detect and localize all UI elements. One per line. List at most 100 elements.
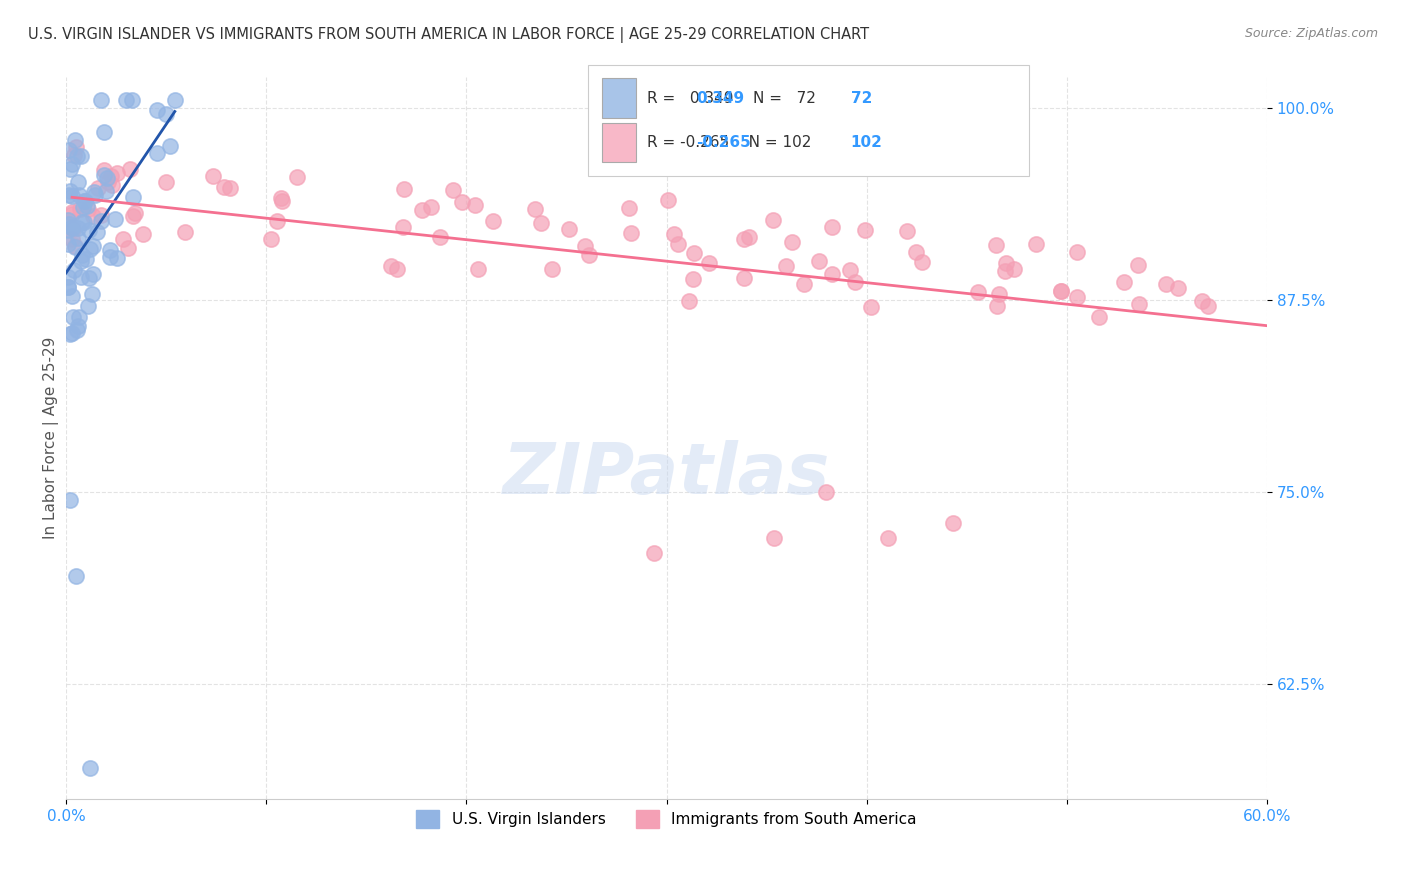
Point	[541, 261, 564, 276]
Point	[60, 326, 83, 340]
Point	[994, 256, 1017, 270]
Point	[411, 203, 433, 218]
Point	[67, 175, 90, 189]
Point	[66, 323, 89, 337]
Point	[121, 209, 143, 223]
Point	[905, 244, 928, 259]
Point	[266, 214, 288, 228]
Point	[1197, 299, 1219, 313]
Point	[678, 294, 700, 309]
Point	[877, 531, 900, 545]
Point	[218, 180, 240, 194]
Point	[666, 237, 689, 252]
Point	[733, 271, 755, 285]
Point	[79, 242, 101, 256]
Point	[60, 205, 83, 219]
Point	[59, 161, 82, 176]
Point	[387, 261, 409, 276]
Text: R =   0.349    N =   72: R = 0.349 N = 72	[647, 91, 815, 105]
Point	[65, 569, 87, 583]
Point	[557, 222, 579, 236]
Point	[163, 94, 186, 108]
Point	[117, 241, 139, 255]
Point	[911, 254, 934, 268]
Point	[1002, 261, 1025, 276]
Point	[988, 286, 1011, 301]
Point	[124, 206, 146, 220]
Point	[60, 157, 83, 171]
Point	[101, 178, 124, 192]
Point	[212, 180, 235, 194]
Point	[118, 162, 141, 177]
Point	[67, 310, 90, 324]
Point	[59, 492, 82, 507]
Point	[72, 200, 94, 214]
Point	[63, 240, 86, 254]
Point	[451, 194, 474, 209]
Point	[79, 761, 101, 775]
Point	[70, 270, 93, 285]
Point	[1167, 281, 1189, 295]
Point	[82, 239, 104, 253]
Point	[1128, 297, 1150, 311]
Point	[1191, 293, 1213, 308]
Point	[986, 299, 1008, 313]
Text: R = -0.265    N = 102: R = -0.265 N = 102	[647, 136, 811, 150]
Point	[60, 189, 83, 203]
Point	[174, 225, 197, 239]
Point	[58, 188, 80, 202]
Point	[896, 224, 918, 238]
Point	[59, 184, 82, 198]
Point	[1128, 259, 1150, 273]
Point	[815, 484, 838, 499]
Point	[56, 237, 79, 252]
Point	[1066, 245, 1088, 260]
Point	[66, 220, 89, 235]
Point	[105, 251, 128, 265]
Point	[69, 202, 91, 216]
Point	[793, 277, 815, 291]
Point	[66, 231, 89, 245]
Point	[60, 219, 83, 234]
Point	[82, 287, 104, 301]
Point	[1050, 284, 1073, 298]
Point	[441, 183, 464, 197]
Point	[98, 244, 121, 258]
Point	[60, 232, 83, 246]
Point	[82, 267, 104, 281]
Point	[619, 226, 641, 240]
Point	[70, 254, 93, 268]
Text: 72: 72	[851, 91, 872, 105]
Point	[155, 175, 177, 189]
Point	[112, 232, 135, 246]
Point	[682, 272, 704, 286]
Point	[782, 235, 804, 249]
Point	[132, 227, 155, 242]
Point	[63, 239, 86, 253]
Point	[73, 194, 96, 208]
Point	[574, 239, 596, 253]
Point	[58, 217, 80, 231]
Point	[63, 148, 86, 162]
Point	[62, 263, 84, 277]
Point	[820, 219, 842, 234]
Text: U.S. VIRGIN ISLANDER VS IMMIGRANTS FROM SOUTH AMERICA IN LABOR FORCE | AGE 25-29: U.S. VIRGIN ISLANDER VS IMMIGRANTS FROM …	[28, 27, 869, 43]
Point	[115, 94, 138, 108]
Point	[62, 222, 84, 236]
Point	[82, 209, 104, 223]
Point	[77, 202, 100, 216]
Point	[93, 168, 115, 182]
Point	[838, 263, 860, 277]
Point	[84, 187, 107, 202]
Point	[270, 191, 292, 205]
Point	[60, 289, 83, 303]
Point	[1066, 289, 1088, 303]
Point	[762, 531, 785, 545]
Point	[807, 253, 830, 268]
Point	[260, 232, 283, 246]
Point	[121, 190, 143, 204]
Point	[1050, 285, 1073, 299]
Text: -0.265: -0.265	[696, 136, 751, 150]
Point	[662, 227, 685, 241]
Point	[60, 221, 83, 235]
